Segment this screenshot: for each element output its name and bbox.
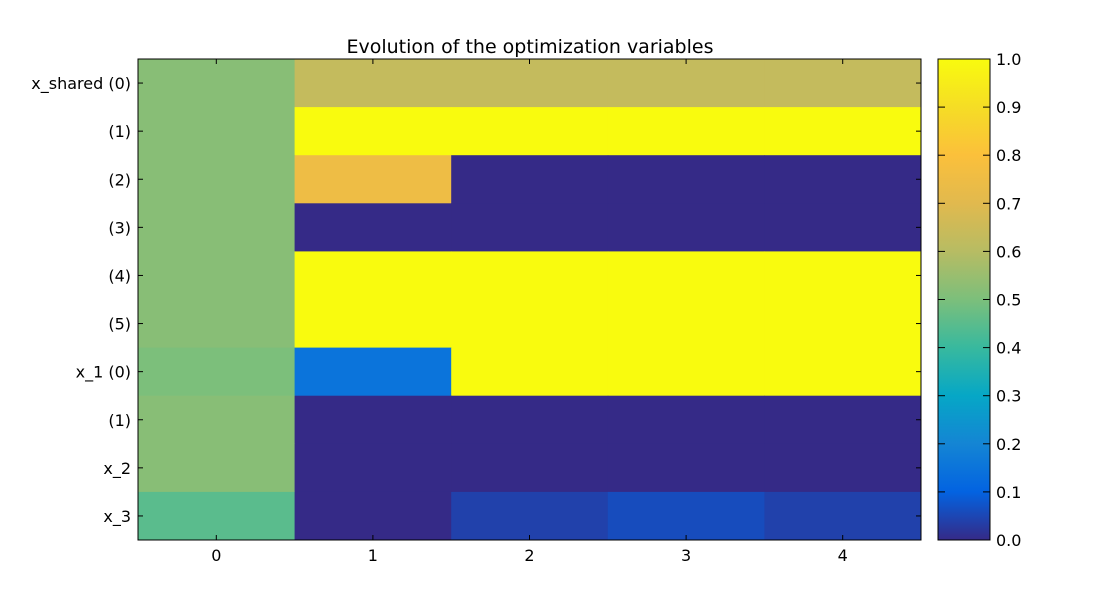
heatmap-cell bbox=[764, 395, 922, 445]
heatmap-cell bbox=[764, 347, 922, 397]
heatmap-cell bbox=[138, 347, 296, 397]
x-tick-label: 2 bbox=[524, 546, 534, 565]
colorbar-axis: 0.0 0.1 0.2 0.3 0.4 0.5 0.6 0.7 0.8 0.9 1.0 bbox=[938, 50, 1021, 550]
heatmap-cell bbox=[294, 203, 452, 252]
heatmap-cell bbox=[294, 59, 452, 108]
y-tick-label: x_shared (0) bbox=[31, 74, 131, 94]
heatmap-cell bbox=[764, 107, 922, 156]
heatmap-cell bbox=[294, 299, 452, 349]
heatmap-cell bbox=[294, 443, 452, 493]
colorbar-tick-label: 0.7 bbox=[996, 194, 1021, 213]
colorbar bbox=[938, 59, 990, 540]
heatmap-cell bbox=[607, 395, 765, 445]
heatmap-cells bbox=[138, 59, 922, 541]
colorbar-tick-label: 0.6 bbox=[996, 242, 1021, 261]
heatmap-cell bbox=[764, 491, 922, 541]
x-tick-label: 4 bbox=[838, 546, 848, 565]
heatmap-cell bbox=[138, 251, 296, 300]
heatmap-cell bbox=[451, 203, 609, 252]
y-tick-label: x_2 bbox=[103, 459, 131, 479]
heatmap-cell bbox=[451, 443, 609, 493]
heatmap-cell bbox=[607, 491, 765, 541]
heatmap-cell bbox=[764, 299, 922, 349]
heatmap-cell bbox=[764, 443, 922, 493]
heatmap-cell bbox=[764, 59, 922, 108]
y-tick-label: (2) bbox=[108, 170, 131, 189]
colorbar-tick-label: 0.2 bbox=[996, 435, 1021, 454]
colorbar-tick-label: 0.4 bbox=[996, 339, 1021, 358]
heatmap-cell bbox=[138, 443, 296, 493]
heatmap-cell bbox=[294, 107, 452, 156]
y-tick-label: (4) bbox=[108, 266, 131, 285]
heatmap-cell bbox=[607, 299, 765, 349]
x-tick-label: 1 bbox=[368, 546, 378, 565]
heatmap-cell bbox=[138, 155, 296, 204]
heatmap-cell bbox=[451, 251, 609, 300]
heatmap-cell bbox=[607, 155, 765, 204]
x-tick-label: 0 bbox=[211, 546, 221, 565]
heatmap-cell bbox=[764, 251, 922, 300]
heatmap-cell bbox=[138, 299, 296, 349]
heatmap-cell bbox=[138, 107, 296, 156]
heatmap-cell bbox=[294, 155, 452, 204]
heatmap-cell bbox=[607, 59, 765, 108]
y-tick-label: (1) bbox=[108, 122, 131, 141]
colorbar-tick-label: 0.3 bbox=[996, 387, 1021, 406]
heatmap-cell bbox=[607, 203, 765, 252]
colorbar-tick-label: 0.8 bbox=[996, 146, 1021, 165]
heatmap-cell bbox=[607, 107, 765, 156]
heatmap-cell bbox=[138, 395, 296, 445]
heatmap-cell bbox=[607, 251, 765, 300]
colorbar-tick-label: 1.0 bbox=[996, 50, 1021, 69]
x-tick-label: 3 bbox=[681, 546, 691, 565]
y-tick-label: (3) bbox=[108, 218, 131, 237]
heatmap-cell bbox=[451, 347, 609, 397]
heatmap-cell bbox=[451, 155, 609, 204]
heatmap-cell bbox=[451, 491, 609, 541]
heatmap-cell bbox=[764, 203, 922, 252]
colorbar-tick-label: 0.9 bbox=[996, 98, 1021, 117]
heatmap-cell bbox=[607, 443, 765, 493]
y-axis: x_shared (0) (1) (2) (3) (4) (5) x_1 (0) (1) x_2… bbox=[31, 74, 921, 527]
heatmap-cell bbox=[764, 155, 922, 204]
y-tick-label: (1) bbox=[108, 411, 131, 430]
heatmap-cell bbox=[138, 491, 296, 541]
y-tick-label: x_3 bbox=[103, 507, 131, 527]
heatmap-cell bbox=[451, 107, 609, 156]
heatmap-cell bbox=[294, 491, 452, 541]
heatmap-cell bbox=[451, 59, 609, 108]
heatmap-cell bbox=[451, 395, 609, 445]
heatmap-cell bbox=[294, 347, 452, 397]
colorbar-tick-label: 0.0 bbox=[996, 531, 1021, 550]
y-tick-label: x_1 (0) bbox=[76, 363, 131, 383]
colorbar-tick-label: 0.5 bbox=[996, 291, 1021, 310]
heatmap-cell bbox=[607, 347, 765, 397]
heatmap-cell bbox=[294, 395, 452, 445]
heatmap-cell bbox=[451, 299, 609, 349]
y-tick-label: (5) bbox=[108, 315, 131, 334]
colorbar-tick-label: 0.1 bbox=[996, 483, 1021, 502]
x-axis: 0 1 2 3 4 bbox=[211, 59, 848, 565]
heatmap-cell bbox=[138, 203, 296, 252]
heatmap-cell bbox=[294, 251, 452, 300]
heatmap-cell bbox=[138, 59, 296, 108]
chart-title: Evolution of the optimization variables bbox=[346, 36, 713, 58]
